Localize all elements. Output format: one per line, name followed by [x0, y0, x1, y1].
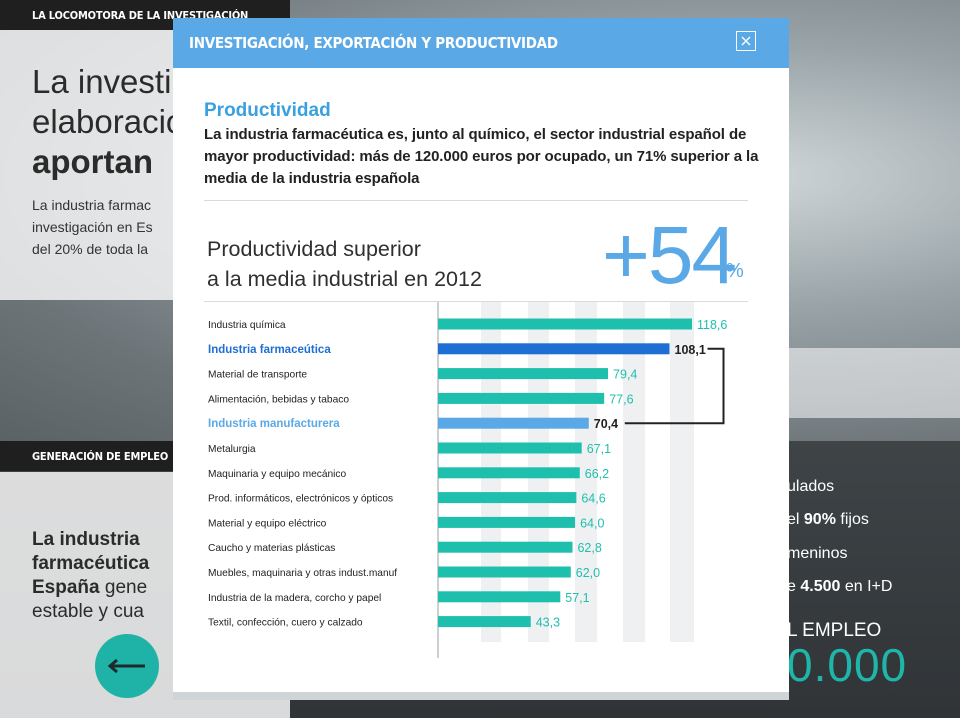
chart-top-rule [204, 301, 748, 302]
bar [438, 566, 571, 578]
value-label: 43,3 [536, 616, 560, 630]
bar [438, 368, 609, 380]
employment-stat-4-post: en I+D [840, 578, 893, 595]
employment-headline: La industria farmacéutica España gene es… [32, 528, 232, 624]
grid-band-3 [623, 302, 645, 642]
value-label: 108,1 [675, 343, 706, 357]
section-title: Productividad [204, 100, 331, 121]
category-label: Industria química [208, 320, 286, 331]
hero-headline-line1: La investi [32, 63, 172, 100]
hero-paragraph: La industria farmac investigación en Es … [32, 194, 272, 260]
category-label: Industria farmaceútica [208, 344, 331, 356]
value-label: 118,6 [697, 318, 727, 332]
category-label: Material de transporte [208, 370, 307, 381]
comparison-bracket [624, 347, 725, 425]
value-label: 79,4 [613, 368, 637, 382]
back-button[interactable] [95, 634, 159, 698]
hero-paragraph-line3: del 20% de toda la [32, 241, 148, 257]
category-label: Metalurgia [208, 444, 256, 455]
modal-footer-bar [173, 692, 789, 700]
employment-stat-2-post: fijos [835, 511, 869, 528]
modal-title: INVESTIGACIÓN, EXPORTACIÓN Y PRODUCTIVID… [189, 34, 558, 52]
arrow-left-icon [107, 658, 145, 674]
category-label: Muebles, maquinaria y otras indust.manuf [208, 568, 397, 579]
value-label: 64,6 [581, 492, 605, 506]
value-label: 77,6 [609, 392, 633, 406]
productivity-bar-chart: Industria química 118,6 Industria farmaceú… [208, 302, 727, 658]
bar [438, 392, 605, 404]
category-label: Alimentación, bebidas y tabaco [208, 394, 349, 405]
bar [438, 492, 577, 504]
bar [438, 541, 573, 553]
employment-stat-1: ulados [787, 478, 835, 495]
bar [438, 467, 580, 479]
category-label: Industria de la madera, corcho y papel [208, 593, 381, 604]
hero-paragraph-line2: investigación en Es [32, 219, 153, 235]
chart-headline: Productividad superior a la media indust… [207, 234, 537, 294]
employment-headline-line4: estable y cua [32, 601, 144, 622]
hero-headline-line3: aportan [32, 143, 154, 180]
value-label: 57,1 [565, 591, 589, 605]
value-label: 62,8 [577, 541, 601, 555]
chart-headline-line1: Productividad superior [207, 237, 421, 261]
employment-stat-2-pre: el [787, 511, 804, 528]
value-label: 64,0 [580, 516, 604, 530]
value-label: 70,4 [594, 417, 618, 431]
background-strip [760, 348, 960, 418]
employment-headline-line3: España gene [32, 576, 232, 600]
close-icon [741, 36, 751, 46]
hero-paragraph-line1: La industria farmac [32, 197, 152, 213]
bar [438, 591, 561, 603]
employment-total-label: L EMPLEO [787, 620, 882, 641]
employment-total-number: 0.000 [787, 639, 908, 691]
employment-stat-4: e 4.500 en I+D [787, 578, 892, 596]
value-label: 62,0 [576, 566, 600, 580]
employment-headline-line3-rest: gene [99, 577, 148, 598]
chart-headline-line2: a la media industrial en 2012 [207, 267, 482, 291]
employment-headline-line2: farmacéutica [32, 553, 150, 574]
big-value-unit: % [726, 260, 744, 282]
category-label: Material y equipo eléctrico [208, 518, 327, 529]
category-label: Industria manufacturera [208, 418, 340, 430]
bar [438, 616, 531, 628]
category-label: Caucho y materias plásticas [208, 543, 335, 554]
grid-band-2 [575, 302, 597, 642]
value-label: 66,2 [585, 467, 609, 481]
employment-headline-line1: La industria [32, 529, 140, 550]
bar [438, 442, 582, 454]
employment-stat-3: meninos [787, 545, 848, 562]
productivity-modal: INVESTIGACIÓN, EXPORTACIÓN Y PRODUCTIVID… [173, 18, 789, 700]
hero-headline: La investi elaboració aportan [32, 62, 452, 182]
employment-stat-4-value: 4.500 [800, 578, 841, 595]
modal-header: INVESTIGACIÓN, EXPORTACIÓN Y PRODUCTIVID… [173, 18, 789, 68]
value-label: 67,1 [587, 442, 611, 456]
bar [438, 516, 576, 528]
category-label: Textil, confección, cuero y calzado [208, 618, 363, 629]
big-value: +54 [602, 210, 737, 301]
employment-stat-4-pre: e [787, 578, 801, 595]
employment-headline-line3-bold: España [32, 577, 100, 598]
employment-stat-2-value: 90% [803, 511, 836, 528]
section-divider [204, 200, 748, 201]
category-label: Prod. informáticos, electrónicos y óptic… [208, 494, 393, 505]
close-button[interactable] [736, 31, 756, 51]
grid-band-4 [670, 302, 694, 642]
hero-headline-line2: elaboració [32, 103, 185, 140]
bar [438, 343, 670, 355]
employment-stat-2: el 90% fijos [787, 511, 869, 529]
section-description: La industria farmacéutica es, junto al q… [204, 126, 759, 187]
bar [438, 318, 692, 330]
bar [438, 417, 589, 429]
category-label: Maquinaria y equipo mecánico [208, 469, 347, 480]
